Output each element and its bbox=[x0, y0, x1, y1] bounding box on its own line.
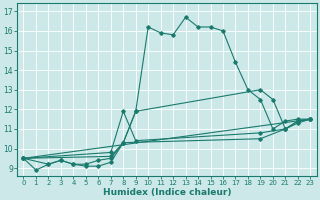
X-axis label: Humidex (Indice chaleur): Humidex (Indice chaleur) bbox=[103, 188, 231, 197]
